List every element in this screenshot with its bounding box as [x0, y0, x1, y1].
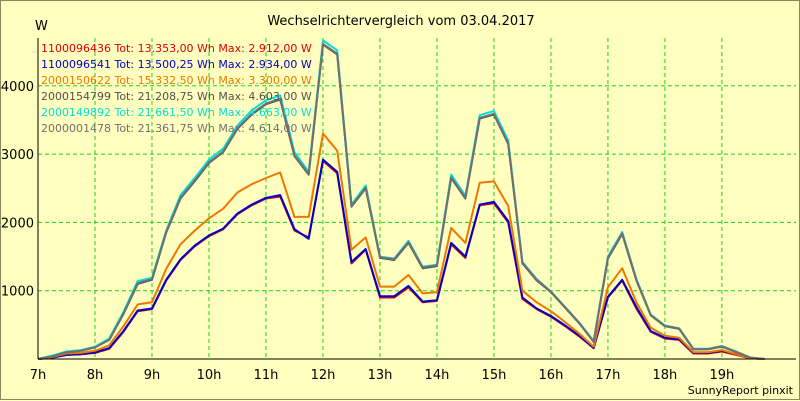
x-tick-label: 13h: [368, 368, 393, 383]
y-tick-label: 2000: [1, 216, 34, 231]
x-tick-label: 12h: [311, 368, 336, 383]
series-line-1100096541: [37, 158, 765, 360]
x-tick-label: 7h: [30, 368, 47, 383]
footer-credit: SunnyReport pinxit: [688, 384, 794, 397]
legend-entry-2000150622: 2000150622 Tot: 15.332,50 Wh Max: 3.300,…: [41, 74, 312, 87]
tick-labels: 7h 8h 9h 10h 11h 12h 13h 14h 15h 16h 17h 18h 19h 1000…: [1, 80, 734, 383]
legend-entry-1100096541: 1100096541 Tot: 13.500,25 Wh Max: 2.934,…: [41, 58, 312, 71]
x-tick-label: 18h: [653, 368, 678, 383]
x-tick-label: 10h: [197, 368, 222, 383]
legend-entry-1100096436: 1100096436 Tot: 13.353,00 Wh Max: 2.912,…: [41, 42, 312, 55]
x-tick-label: 11h: [254, 368, 279, 383]
axes: [37, 38, 796, 360]
x-tick-label: 16h: [539, 368, 564, 383]
plot-area: [38, 38, 796, 359]
legend-entry-2000149892: 2000149892 Tot: 21.661,50 Wh Max: 4.663,…: [41, 106, 312, 119]
x-tick-label: 8h: [87, 368, 104, 383]
x-tick-label: 14h: [425, 368, 450, 383]
y-axis-unit-label: W: [35, 19, 48, 34]
y-tick-label: 3000: [1, 148, 34, 163]
legend-entry-2000154799: 2000154799 Tot: 21.208,75 Wh Max: 4.603,…: [41, 90, 312, 103]
x-tick-label: 19h: [710, 368, 735, 383]
legend-entry-2000001478: 2000001478 Tot: 21.361,75 Wh Max: 4.614,…: [41, 122, 312, 135]
legend: 1100096436 Tot: 13.353,00 Wh Max: 2.912,…: [41, 42, 312, 135]
y-tick-label: 1000: [1, 285, 34, 300]
series-lines: [37, 39, 765, 360]
chart-title: Wechselrichtervergleich vom 03.04.2017: [267, 14, 534, 29]
series-line-2000001478: [37, 42, 765, 360]
x-tick-label: 17h: [596, 368, 621, 383]
series-line-2000150622: [37, 132, 765, 360]
y-tick-label: 4000: [1, 80, 34, 95]
x-tick-label: 15h: [482, 368, 507, 383]
x-tick-label: 9h: [144, 368, 161, 383]
